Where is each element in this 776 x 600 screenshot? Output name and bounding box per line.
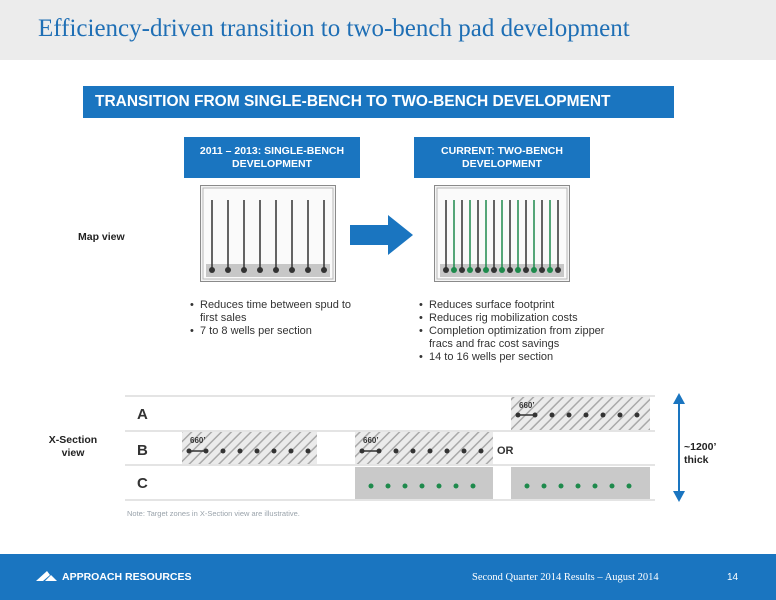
single-bench-wells (209, 200, 327, 273)
row-label-c: C (137, 475, 148, 492)
two-bench-bullet: 14 to 16 wells per section (419, 351, 609, 364)
single-bench-header-line2: DEVELOPMENT (232, 158, 312, 170)
x-section-label: X-Section view (40, 434, 106, 460)
two-bench-bullet: Reduces rig mobilization costs (419, 312, 609, 325)
footer-company-name: APPROACH RESOURCES (62, 571, 192, 583)
option2-wells-a (515, 412, 640, 418)
single-bench-header-line1: 2011 – 2013: SINGLE-BENCH (199, 145, 345, 157)
two-bench-header-line2: DEVELOPMENT (462, 158, 542, 170)
row-label-b: B (137, 442, 148, 459)
two-bench-bullet: Reduces surface footprint (419, 299, 609, 312)
single-bench-map (200, 185, 336, 282)
two-bench-bullet: Completion optimization from zipper frac… (419, 325, 609, 351)
thickness-arrow-icon (673, 393, 685, 502)
single-bench-bullet: Reduces time between spud to first sales (190, 299, 370, 325)
spacing-label: 660’ (363, 436, 379, 445)
spacing-label: 660’ (519, 401, 535, 410)
single-bench-bullets: Reduces time between spud to first sales… (190, 299, 370, 338)
option1-zone-c (355, 467, 493, 499)
option2-zone-c (511, 467, 650, 499)
row-label-a: A (137, 406, 148, 423)
option1-wells-b (359, 448, 484, 454)
two-bench-bullets: Reduces surface footprint Reduces rig mo… (419, 299, 609, 364)
thickness-label-line1: ~1200’ (684, 441, 717, 453)
option2-wells-c (524, 483, 632, 489)
illustrative-note: Note: Target zones in X-Section view are… (127, 509, 300, 518)
spacing-label: 660’ (190, 436, 206, 445)
two-bench-header: CURRENT: TWO-BENCH DEVELOPMENT (414, 137, 590, 178)
section-banner: TRANSITION FROM SINGLE-BENCH TO TWO-BENC… (83, 86, 674, 118)
title-bar (0, 0, 776, 60)
single-bench-wells-b (186, 448, 311, 454)
single-bench-bullet: 7 to 8 wells per section (190, 325, 370, 338)
x-section-label-line2: view (61, 447, 85, 459)
company-logo-icon (36, 571, 57, 581)
x-section-diagram (125, 393, 685, 502)
option1-zone-b (355, 432, 493, 464)
x-section-gridlines (125, 395, 655, 501)
option1-wells-c (368, 483, 476, 489)
single-bench-header: 2011 – 2013: SINGLE-BENCH DEVELOPMENT (184, 137, 360, 178)
two-bench-map (434, 185, 570, 282)
map-view-label: Map view (78, 231, 125, 243)
or-label: OR (497, 445, 514, 457)
x-section-label-line1: X-Section (48, 434, 98, 446)
thickness-label: ~1200’ thick (684, 441, 716, 467)
page-number: 14 (727, 572, 739, 583)
two-bench-wells (443, 200, 561, 273)
footer-presentation-name: Second Quarter 2014 Results – August 201… (472, 572, 659, 583)
thickness-label-line2: thick (684, 454, 709, 466)
transition-arrow-icon (350, 215, 413, 255)
single-bench-zone-b (182, 432, 317, 464)
footer-bar (0, 554, 776, 600)
spacing-markers (189, 414, 535, 452)
two-bench-header-line1: CURRENT: TWO-BENCH (441, 145, 563, 157)
slide-title: Efficiency-driven transition to two-benc… (38, 15, 630, 42)
